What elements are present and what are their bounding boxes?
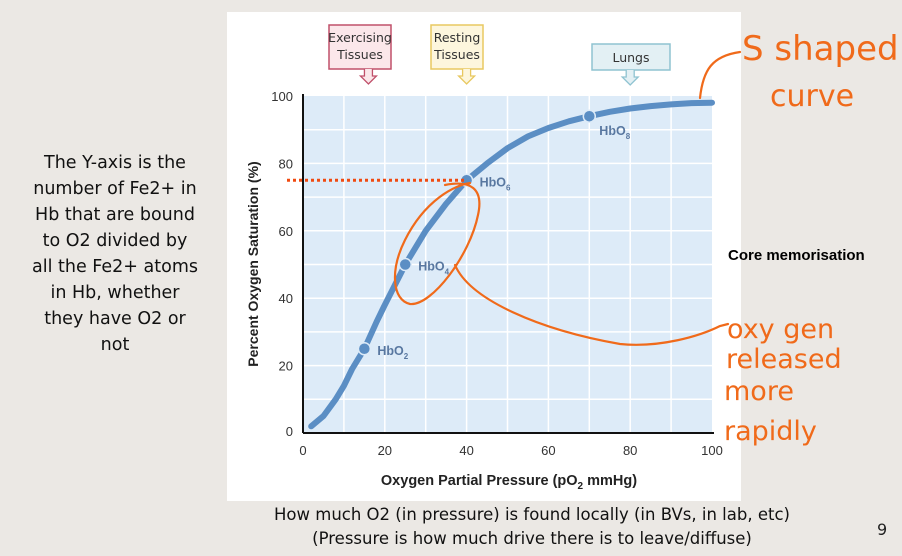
note-line: they have O2 or <box>44 309 186 329</box>
handwritten-oxygen-released: oxy gen <box>727 314 834 345</box>
x-tick-label: 0 <box>299 443 306 458</box>
x-tick-label: 80 <box>623 443 637 458</box>
y-tick-label: 60 <box>279 224 293 239</box>
y-tick-label: 0 <box>286 424 293 439</box>
handwritten-s-shaped-curve: curve <box>770 79 854 114</box>
data-point-hbo2 <box>357 342 372 356</box>
note-line: number of Fe2+ in <box>33 179 197 199</box>
y-axis-label: Percent Oxygen Saturation (%) <box>245 161 261 366</box>
axes: 0 20 40 60 80 100 0 20 40 60 80 100 <box>271 89 723 458</box>
callout-text: Tissues <box>433 47 480 62</box>
y-tick-label: 40 <box>279 291 293 306</box>
note-line: in Hb, whether <box>50 283 180 303</box>
x-axis-label-tail: mmHg) <box>583 473 637 489</box>
annotation-connector-released <box>453 263 730 346</box>
x-axis-label: Oxygen Partial Pressure (pO2 mmHg) <box>381 473 637 492</box>
y-axis-explanation-note: The Y-axis is the number of Fe2+ in Hb t… <box>10 150 220 358</box>
x-axis-label-sub: 2 <box>578 481 584 492</box>
callout-exercising: Exercising Tissues <box>328 24 392 85</box>
callout-text: Resting <box>434 30 481 45</box>
handwritten-s-shaped-curve: S shaped <box>742 29 899 69</box>
note-line: Hb that are bound <box>35 205 195 225</box>
arrow-down-icon <box>457 69 477 85</box>
data-point-hbo4 <box>398 257 412 272</box>
annotation-loop-circle <box>393 181 481 306</box>
point-label-hbo4: HbO4 <box>418 260 449 277</box>
y-tick-label: 20 <box>279 359 293 374</box>
x-tick-label: 40 <box>459 443 473 458</box>
arrow-down-icon <box>620 70 640 86</box>
x-tick-label: 100 <box>701 443 723 458</box>
point-label-hbo8: HbO8 <box>599 124 630 141</box>
x-tick-label: 60 <box>541 443 555 458</box>
arrow-down-icon <box>358 69 379 85</box>
series: HbO2 HbO4 HbO6 HbO8 <box>308 99 715 430</box>
annotation-connector-s-shaped <box>698 50 742 100</box>
page-number: 9 <box>877 520 888 539</box>
saturation-curve <box>308 99 715 430</box>
callout-text: Exercising <box>328 30 392 45</box>
data-point-hbo8 <box>582 109 597 123</box>
callout-box <box>591 43 671 71</box>
callout-box <box>430 24 484 70</box>
note-line: not <box>100 335 130 355</box>
point-label-hbo2: HbO2 <box>377 344 408 361</box>
caption: How much O2 (in pressure) is found local… <box>222 503 842 551</box>
x-tick-label: 20 <box>378 443 392 458</box>
handwritten-oxygen-released: more <box>724 376 794 407</box>
callouts: Exercising Tissues Resting Tissues Lungs <box>328 24 671 86</box>
caption-line-2: (Pressure is how much drive there is to … <box>312 529 752 548</box>
y-tick-label: 80 <box>279 156 293 171</box>
callout-text: Lungs <box>612 50 649 65</box>
x-axis-label-main: Oxygen Partial Pressure (pO <box>381 473 578 489</box>
core-memorisation-label: Core memorisation <box>728 247 865 264</box>
note-line: all the Fe2+ atoms <box>32 257 198 277</box>
callout-text: Tissues <box>336 47 383 62</box>
callout-resting: Resting Tissues <box>430 24 484 85</box>
callout-lungs: Lungs <box>591 43 671 86</box>
handwritten-oxygen-released: rapidly <box>724 416 817 447</box>
y-tick-label: 100 <box>271 89 293 104</box>
handwritten-oxygen-released: released <box>726 344 842 375</box>
point-label-hbo6: HbO6 <box>480 175 511 192</box>
caption-line-1: How much O2 (in pressure) is found local… <box>274 505 790 524</box>
callout-box <box>328 24 392 70</box>
note-line: The Y-axis is the <box>44 153 186 173</box>
note-line: to O2 divided by <box>42 231 188 251</box>
